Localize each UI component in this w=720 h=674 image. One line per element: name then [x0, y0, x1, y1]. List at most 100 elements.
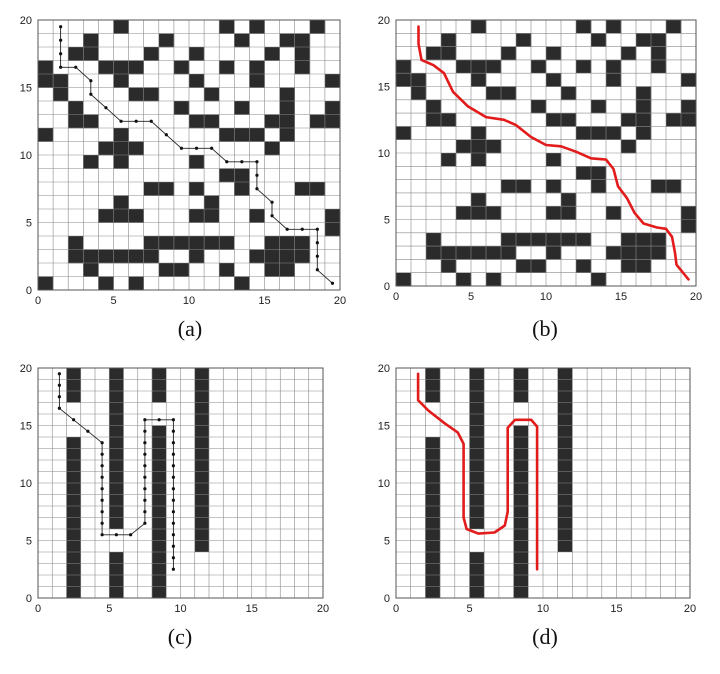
path-waypoint	[72, 418, 76, 422]
y-tick-label: 20	[20, 15, 32, 27]
y-tick-label: 5	[384, 215, 390, 227]
obstacle-cell	[264, 47, 280, 61]
x-tick-label: 10	[174, 603, 186, 615]
obstacle-cell	[113, 249, 129, 264]
y-tick-label: 10	[378, 148, 390, 160]
path-waypoint	[171, 452, 175, 456]
obstacle-cell	[264, 141, 280, 156]
obstacle-cell	[128, 209, 144, 223]
obstacle-cell	[471, 139, 487, 154]
x-tick-label: 20	[690, 291, 702, 303]
path-waypoint	[143, 441, 147, 445]
x-tick-label: 20	[317, 603, 329, 615]
obstacle-cell	[516, 259, 532, 273]
obstacle-cell	[68, 114, 84, 129]
obstacle-cell	[681, 113, 697, 127]
obstacle-cell	[128, 87, 144, 102]
plot-frame	[395, 19, 697, 287]
path-waypoint	[119, 119, 123, 123]
obstacle-cell	[471, 192, 487, 207]
obstacle-cell	[158, 236, 175, 250]
obstacle-cell	[204, 195, 220, 210]
obstacle-cell	[264, 236, 280, 250]
plot-area-b: 0 5 10 15 20 0 5 10 15 20	[378, 15, 702, 303]
obstacle-cell	[204, 114, 220, 129]
path-waypoint	[255, 173, 259, 177]
obstacle-cell	[279, 114, 295, 129]
obstacle-cell	[324, 222, 341, 237]
wall-obstacle	[152, 425, 167, 598]
obstacle-cell	[456, 139, 472, 154]
path-waypoint	[315, 268, 319, 272]
obstacle-cell	[38, 128, 54, 142]
path-waypoint	[143, 487, 147, 491]
obstacle-cell	[189, 236, 205, 250]
path-waypoint	[100, 441, 104, 445]
x-tick-label: 0	[393, 291, 399, 303]
obstacle-cell	[234, 33, 250, 48]
x-tick-label: 5	[106, 603, 112, 615]
path-waypoint	[143, 498, 147, 502]
obstacle-cell	[189, 114, 205, 129]
obstacle-cell	[68, 47, 84, 61]
obstacle-cell	[636, 113, 652, 127]
obstacle-cell	[621, 113, 637, 127]
obstacle-cell	[546, 153, 562, 167]
obstacle-cell	[651, 59, 667, 74]
obstacle-cell	[471, 206, 487, 220]
wall-obstacle	[513, 425, 529, 598]
y-tick-label: 0	[26, 593, 32, 605]
obstacle-cell	[143, 249, 160, 264]
obstacle-cell	[501, 46, 517, 61]
x-tick-label: 15	[615, 291, 627, 303]
obstacle-cell	[621, 139, 637, 154]
obstacle-cell	[279, 236, 295, 250]
obstacle-cell	[396, 126, 412, 140]
obstacle-cell	[143, 47, 160, 61]
obstacle-cell	[651, 246, 667, 260]
path-waypoint	[330, 281, 335, 285]
obstacle-cell	[546, 113, 562, 127]
obstacle-cell	[606, 126, 622, 140]
path-waypoint	[210, 146, 214, 150]
path-waypoint	[179, 146, 184, 150]
obstacle-cell	[189, 155, 205, 169]
obstacle-cell	[173, 60, 190, 75]
y-tick-label: 15	[378, 82, 390, 94]
path-waypoint	[315, 227, 319, 231]
obstacle-cell	[591, 99, 607, 114]
path-waypoint	[143, 464, 147, 468]
path-waypoint	[270, 214, 274, 218]
obstacle-cell	[309, 114, 326, 129]
path-waypoint	[315, 254, 319, 258]
x-tick-label: 0	[35, 295, 41, 307]
x-tick-label: 0	[35, 603, 41, 615]
path-waypoint	[171, 475, 175, 479]
obstacle-cell	[561, 206, 577, 220]
obstacle-cell	[516, 232, 532, 247]
obstacle-cell	[279, 101, 295, 115]
obstacle-cell	[606, 59, 622, 74]
path-waypoint	[171, 556, 175, 560]
obstacle-cell	[621, 246, 637, 260]
obstacle-cell	[53, 87, 69, 102]
obstacle-cell	[531, 99, 547, 114]
obstacle-cell	[621, 46, 637, 61]
obstacle-cell	[324, 114, 341, 129]
path-waypoint	[100, 510, 104, 514]
obstacle-cell	[173, 236, 190, 250]
obstacle-cell	[441, 246, 457, 260]
path-waypoint	[59, 52, 63, 56]
obstacle-cell	[426, 246, 442, 260]
x-tick-label: 10	[537, 603, 549, 615]
y-tick-label: 20	[378, 363, 390, 375]
obstacle-cell	[294, 236, 311, 250]
path-waypoint	[59, 65, 63, 69]
obstacle-cell	[681, 99, 697, 114]
obstacle-cell	[531, 259, 547, 273]
path-waypoint	[171, 464, 175, 468]
obstacle-cell	[456, 272, 472, 287]
obstacle-cell	[486, 59, 502, 74]
obstacle-cell	[576, 20, 592, 34]
